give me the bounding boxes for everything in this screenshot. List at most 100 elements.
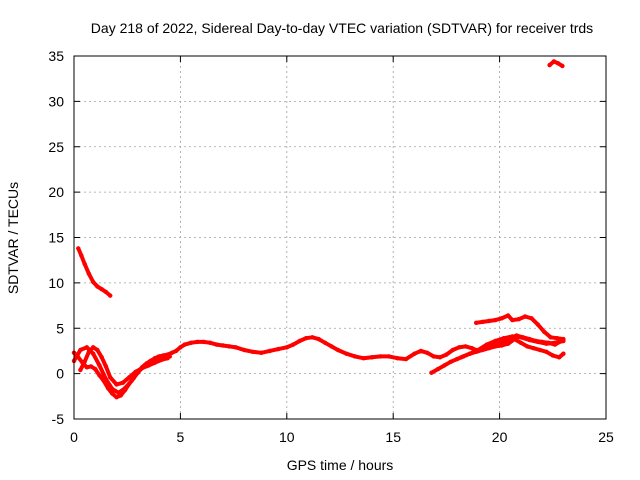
data-point [82,261,87,266]
data-point [510,317,515,323]
data-point [91,345,96,350]
data-point [403,356,409,362]
data-point [444,352,449,357]
data-point [78,367,83,373]
series-line-late-lower [429,337,566,375]
data-point [82,359,87,364]
data-point [84,365,90,370]
data-point [91,351,96,356]
data-point [542,329,547,335]
data-point [103,289,109,295]
data-point [522,314,528,319]
data-point [291,342,296,347]
data-point [412,351,417,356]
data-point [227,344,232,349]
chart-title: Day 218 of 2022, Sidereal Day-to-day VTE… [91,20,593,36]
y-tick-label: 25 [48,139,64,155]
data-point [108,375,113,380]
data-point [159,357,164,363]
data-point [435,366,441,372]
data-point [510,334,515,339]
ticks [73,55,607,420]
data-point [431,354,436,359]
data-point [120,380,126,385]
data-point [344,351,349,356]
x-tick-label: 25 [598,429,614,445]
x-tick-label: 20 [492,429,508,445]
data-point [114,395,119,400]
data-point [493,344,498,349]
data-point [474,320,479,325]
data-point [386,354,392,359]
data-point [537,347,543,353]
data-point [525,344,530,349]
data-point [127,375,132,380]
data-point [97,363,102,368]
data-point [561,351,566,356]
data-point [499,343,504,348]
data-point [122,385,128,391]
data-point [493,338,498,344]
data-point [133,369,138,374]
data-point [531,346,536,351]
y-tick-label: 30 [48,93,64,109]
data-point [425,350,430,355]
data-point [335,347,341,353]
data-point [544,349,549,354]
data-point [516,317,521,322]
data-point [99,287,104,292]
data-point [297,338,302,344]
data-point [169,350,175,355]
y-tick-label: 35 [48,48,64,64]
data-point [99,355,104,360]
y-tick-label: 20 [48,184,64,200]
data-point [448,359,453,364]
data-point [165,356,170,361]
x-tick-label: 0 [70,429,78,445]
series-layer [71,59,566,400]
data-point [103,376,109,382]
data-point [259,350,264,355]
data-point [463,344,468,349]
data-point [97,373,102,378]
data-point [114,382,119,387]
data-point [178,345,183,350]
data-point [361,356,366,361]
data-point [84,345,90,350]
data-point [450,347,455,353]
data-point [518,340,524,345]
data-point [95,347,100,353]
data-point [476,347,481,353]
y-tick-label: 5 [56,320,64,336]
data-point [267,348,272,354]
data-point [129,378,134,384]
data-point [316,336,321,342]
data-point [195,339,200,345]
data-point [220,343,226,348]
y-tick-labels: -5 0 5 10 15 20 25 30 35 [48,48,64,427]
y-tick-label: 0 [56,366,64,382]
data-point [554,336,560,341]
series-line-outlier-high [547,59,565,68]
data-point [329,344,334,349]
data-point [457,345,462,350]
data-point [505,341,511,346]
data-point [303,336,309,341]
data-point [369,355,375,360]
data-point [486,346,492,351]
data-point [535,339,541,345]
x-tick-labels: 0 5 10 15 20 25 [70,429,614,445]
data-point [551,59,557,64]
data-point [110,391,115,396]
data-point [505,313,511,318]
data-point [493,317,498,323]
data-point [548,335,553,340]
data-point [103,364,109,369]
data-point [535,322,541,327]
data-point [480,319,485,325]
data-point [310,335,315,340]
data-point [442,363,447,368]
y-tick-label: 10 [48,275,64,291]
data-point [352,354,358,359]
